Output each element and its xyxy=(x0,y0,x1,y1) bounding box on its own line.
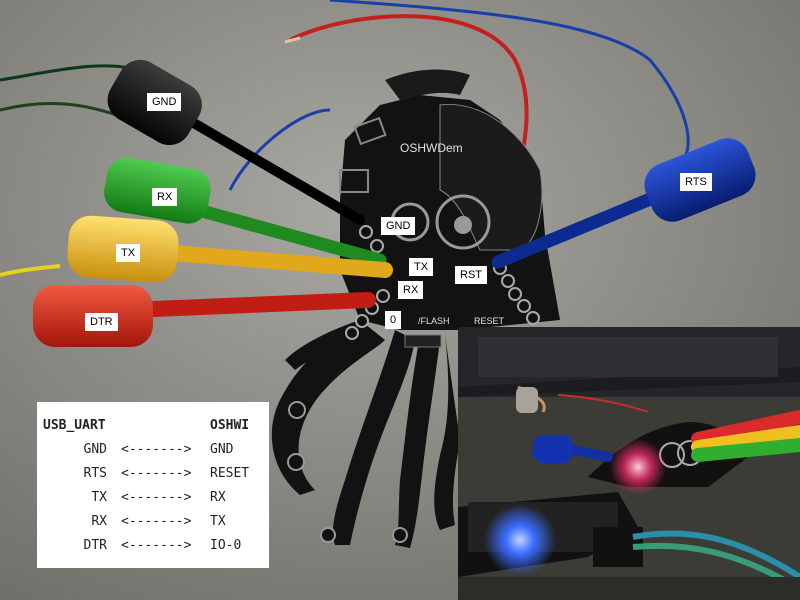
rst-pin-label: RST xyxy=(455,266,487,284)
gnd-pin-label: GND xyxy=(381,217,416,235)
gnd-probe-label: GND xyxy=(147,93,182,111)
pin-map-from: DTR xyxy=(83,538,107,553)
yellow-wire xyxy=(0,264,61,277)
rts-probe-label: RTS xyxy=(680,173,712,191)
pin-map-from: GND xyxy=(83,442,107,457)
pin-map-row: GND <-------> GND xyxy=(37,442,269,462)
pin-map-row: TX <-------> RX xyxy=(37,490,269,510)
dtr-probe-label: DTR xyxy=(85,313,118,331)
pin-map-arrow: <-------> xyxy=(121,514,192,529)
inset-photo xyxy=(458,327,800,600)
rx-probe-label: RX xyxy=(152,188,178,206)
pin-map-to: IO-0 xyxy=(210,538,242,553)
tx-probe-label: TX xyxy=(116,244,141,262)
pin-map-arrow: <-------> xyxy=(121,442,192,457)
pin-map-from: RX xyxy=(91,514,107,529)
blue-wire-left xyxy=(228,108,331,191)
pin-map-arrow: <-------> xyxy=(121,490,192,505)
rx-pin-label: RX xyxy=(398,281,424,299)
pin-map-row: RTS <-------> RESET xyxy=(37,466,269,486)
board-silkscreen-name: OSHWDem xyxy=(400,141,463,155)
pin-map-to: GND xyxy=(210,442,234,457)
pin-map-row: DTR <-------> IO-0 xyxy=(37,538,269,558)
inset-scene xyxy=(458,327,800,600)
wire-tip xyxy=(284,36,301,44)
board-reset-label: RESET xyxy=(474,316,505,326)
board-flash-label: /FLASH xyxy=(418,316,450,326)
pin-map-from: TX xyxy=(91,490,107,505)
pcb-board xyxy=(271,69,560,548)
pin-map-to: RESET xyxy=(210,466,250,481)
pin-map-arrow: <-------> xyxy=(121,538,192,553)
pin-map-right-header: OSHWI xyxy=(210,418,250,433)
tx-pin-label: TX xyxy=(409,258,434,276)
pin-map-table: USB_UART OSHWI GND <-------> GND RTS <--… xyxy=(37,402,269,568)
pin-map-row: RX <-------> TX xyxy=(37,514,269,534)
pin-map-left-header: USB_UART xyxy=(43,418,106,433)
pin-map-arrow: <-------> xyxy=(121,466,192,481)
pin-map-from: RTS xyxy=(83,466,107,481)
io0-pin-label: 0 xyxy=(385,311,402,329)
pin-map-to: RX xyxy=(210,490,226,505)
pin-map-to: TX xyxy=(210,514,226,529)
blue-wire xyxy=(329,0,690,162)
